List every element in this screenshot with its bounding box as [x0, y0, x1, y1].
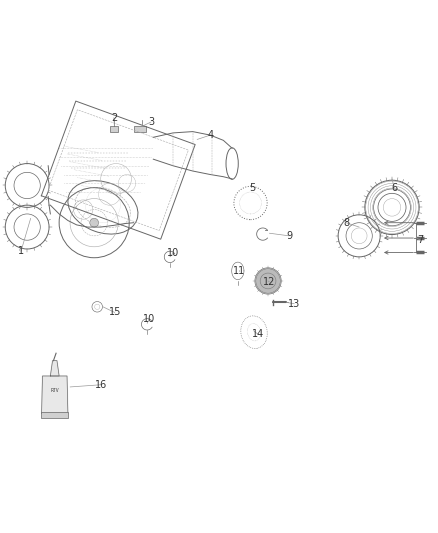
- Text: 6: 6: [391, 183, 397, 192]
- Circle shape: [90, 219, 99, 227]
- Polygon shape: [50, 361, 59, 376]
- Text: 13: 13: [288, 298, 300, 309]
- Text: 12: 12: [263, 277, 276, 287]
- Bar: [110, 126, 118, 133]
- Text: 10: 10: [143, 314, 155, 324]
- Bar: [41, 412, 68, 418]
- Text: 7: 7: [417, 235, 424, 245]
- Text: 8: 8: [343, 217, 349, 228]
- Circle shape: [256, 269, 280, 293]
- Text: 9: 9: [286, 231, 292, 241]
- Text: 3: 3: [148, 117, 154, 127]
- Text: 14: 14: [252, 329, 265, 340]
- Text: 15: 15: [109, 308, 121, 318]
- Text: 2: 2: [111, 112, 117, 123]
- Text: 16: 16: [95, 379, 107, 390]
- Text: 11: 11: [233, 266, 245, 276]
- Bar: [134, 126, 146, 133]
- Text: RTV: RTV: [50, 387, 59, 392]
- Text: 10: 10: [167, 248, 179, 259]
- Text: 4: 4: [207, 130, 213, 140]
- Text: 5: 5: [249, 183, 255, 192]
- Text: 1: 1: [18, 246, 24, 256]
- Polygon shape: [42, 376, 68, 413]
